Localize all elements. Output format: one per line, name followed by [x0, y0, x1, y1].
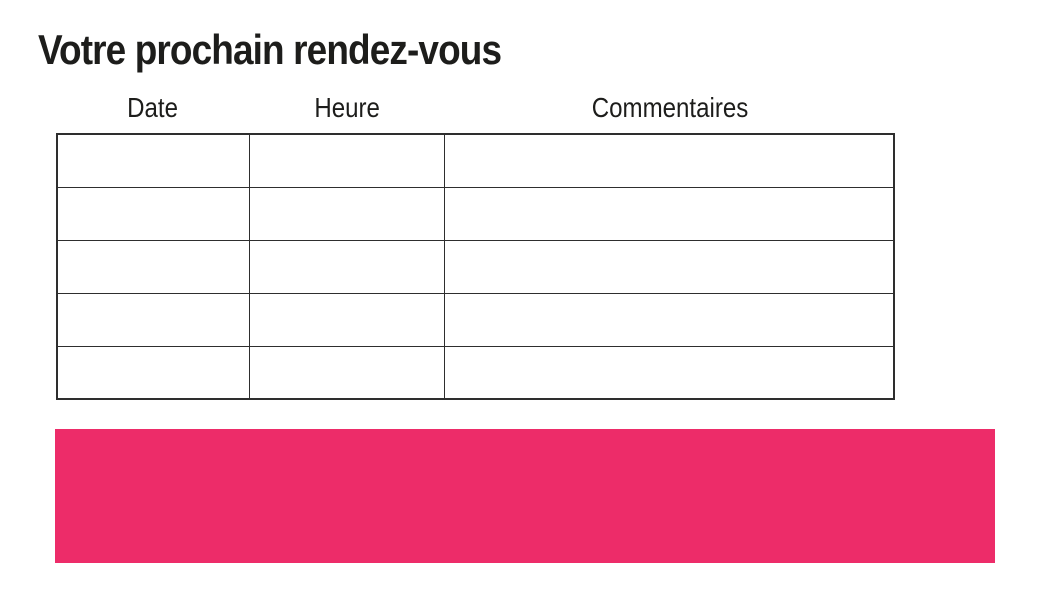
table-cell [444, 239, 895, 294]
column-header-heure-label: Heure [313, 92, 380, 124]
table-cell [248, 239, 446, 294]
table-row [56, 239, 895, 294]
page-title: Votre prochain rendez-vous [38, 26, 502, 73]
table-cell [248, 133, 446, 188]
table-cell [56, 292, 250, 347]
table-cell [56, 239, 250, 294]
table-cell [56, 186, 250, 241]
table-header-row: Date Heure Commentaires [56, 88, 895, 124]
table-cell [248, 186, 446, 241]
highlight-banner [55, 429, 995, 563]
column-header-date-label: Date [127, 92, 178, 124]
table-cell [248, 345, 446, 400]
appointments-table [56, 133, 895, 400]
table-cell [56, 133, 250, 188]
table-cell [56, 345, 250, 400]
table-cell [444, 133, 895, 188]
table-row [56, 345, 895, 400]
appointments-table-body [56, 133, 895, 400]
table-row [56, 292, 895, 347]
table-cell [444, 345, 895, 400]
table-cell [444, 292, 895, 347]
table-cell [248, 292, 446, 347]
column-header-commentaires: Commentaires [444, 92, 895, 124]
column-header-heure: Heure [249, 92, 444, 124]
table-cell [444, 186, 895, 241]
column-header-date: Date [56, 92, 249, 124]
table-row [56, 186, 895, 241]
column-header-commentaires-label: Commentaires [591, 92, 749, 124]
table-row [56, 133, 895, 188]
